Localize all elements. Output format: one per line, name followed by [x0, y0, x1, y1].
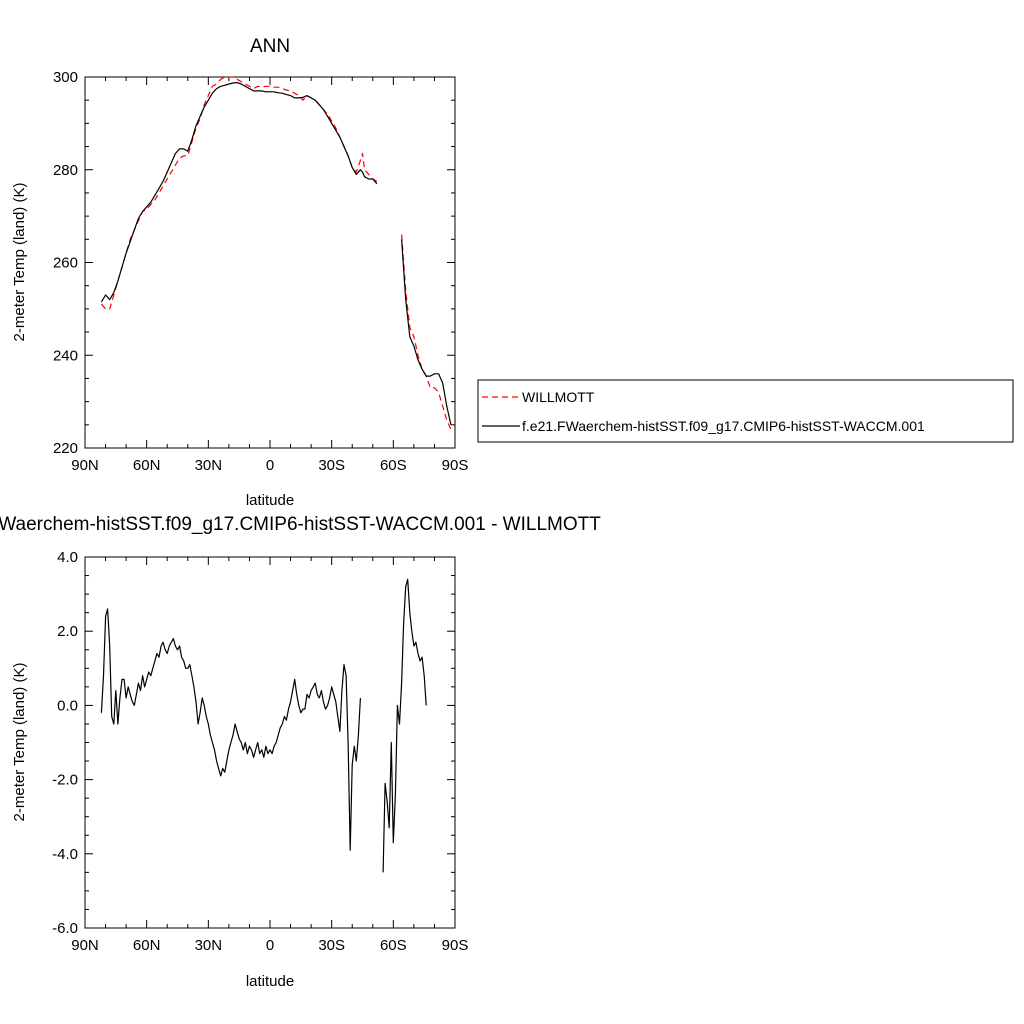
- top-x-tick-label: 90S: [442, 457, 469, 474]
- bottom-y-tick-label: 4.0: [57, 549, 78, 566]
- top-y-tick-label: 300: [53, 69, 78, 86]
- bottom-x-axis-label: latitude: [246, 973, 294, 990]
- bottom-y-tick-label: -6.0: [52, 920, 78, 937]
- legend-label-model: f.e21.FWaerchem-histSST.f09_g17.CMIP6-hi…: [522, 418, 925, 434]
- bottom-plot-frame: [84, 556, 456, 929]
- top-plot-frame: [84, 76, 456, 449]
- top-x-tick-label: 30S: [318, 457, 345, 474]
- top-series-line-1: [100, 81, 378, 303]
- top-y-tick-label: 220: [53, 440, 78, 457]
- bottom-series-line-0: [100, 608, 361, 851]
- legend-label-willmott: WILLMOTT: [522, 389, 595, 405]
- top-x-tick-label: 0: [266, 457, 274, 474]
- top-series-line-0: [100, 76, 378, 310]
- bottom-y-tick-label: 2.0: [57, 623, 78, 640]
- legend-box: [477, 379, 1014, 443]
- bottom-y-axis-label: 2-meter Temp (land) (K): [11, 663, 28, 822]
- bottom-panel: f.e21.FWaerchem-histSST.f09_g17.CMIP6-hi…: [0, 514, 601, 990]
- top-y-axis-label: 2-meter Temp (land) (K): [11, 183, 28, 342]
- bottom-series: [100, 578, 427, 873]
- top-y-tick-label: 240: [53, 347, 78, 364]
- top-series: [100, 76, 452, 430]
- top-panel-title: ANN: [250, 36, 290, 57]
- bottom-series-line-0: [382, 578, 427, 873]
- bottom-y-ticks: -6.0 -4.0 -2.0 0.0 2.0 4.0: [52, 549, 455, 937]
- top-x-axis-label: latitude: [246, 492, 294, 509]
- bottom-x-tick-label: 30S: [318, 937, 345, 954]
- top-x-tick-label: 90N: [71, 457, 99, 474]
- top-x-tick-label: 60N: [133, 457, 161, 474]
- bottom-x-tick-label: 0: [266, 937, 274, 954]
- bottom-x-tick-label: 90S: [442, 937, 469, 954]
- bottom-x-tick-label: 60S: [380, 937, 407, 954]
- top-y-tick-label: 260: [53, 255, 78, 272]
- bottom-x-ticks: 90N 60N 30N 0 30S 60S 90S: [71, 557, 468, 954]
- top-y-tick-label: 280: [53, 162, 78, 179]
- legend: WILLMOTT f.e21.FWaerchem-histSST.f09_g17…: [477, 379, 1014, 443]
- bottom-y-tick-label: 0.0: [57, 697, 78, 714]
- top-series-line-1: [401, 239, 452, 425]
- bottom-panel-title: f.e21.FWaerchem-histSST.f09_g17.CMIP6-hi…: [0, 514, 601, 535]
- bottom-x-tick-label: 90N: [71, 937, 99, 954]
- top-x-tick-label: 60S: [380, 457, 407, 474]
- top-x-tick-label: 30N: [195, 457, 223, 474]
- bottom-y-tick-label: -4.0: [52, 846, 78, 863]
- bottom-x-tick-label: 30N: [195, 937, 223, 954]
- top-y-ticks: 220 240 260 280 300: [53, 69, 455, 457]
- top-panel: ANN 90N 60N 30N 0 30S 60S 90S 220240260280300 …: [11, 36, 468, 509]
- bottom-x-tick-label: 60N: [133, 937, 161, 954]
- bottom-y-tick-label: -2.0: [52, 772, 78, 789]
- top-x-ticks: 90N 60N 30N 0 30S 60S 90S: [71, 77, 468, 474]
